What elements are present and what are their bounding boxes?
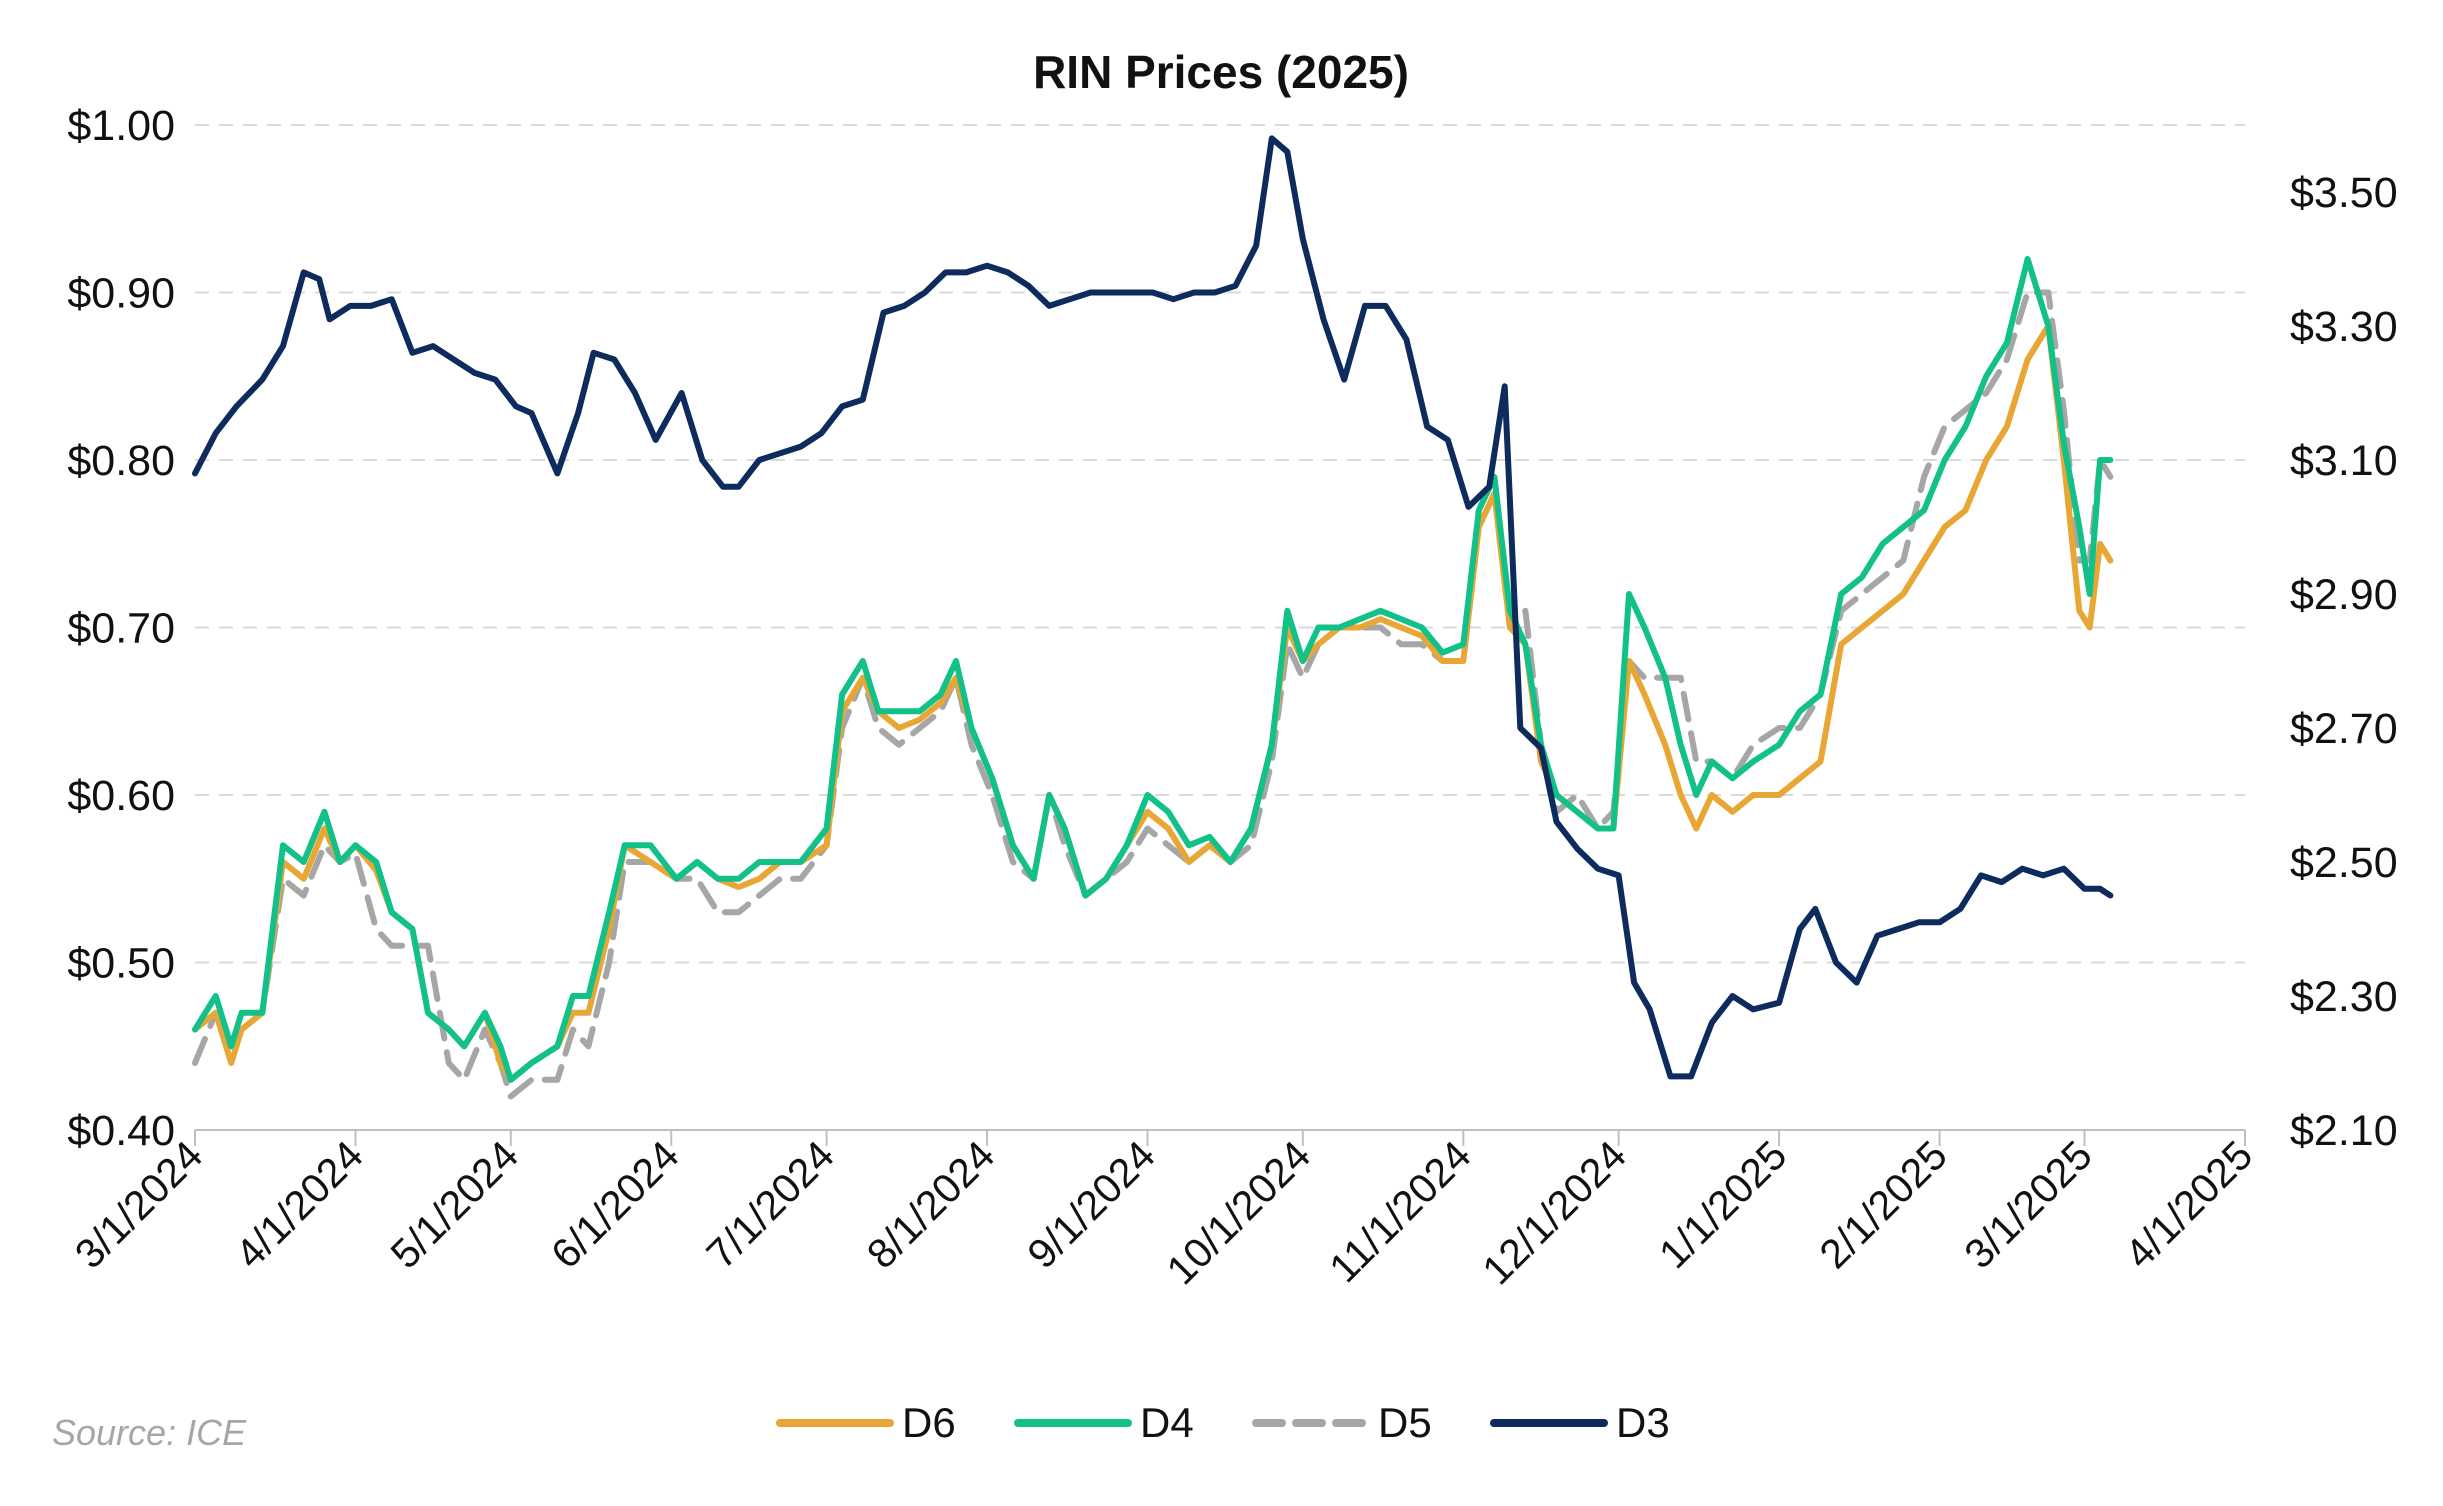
- right-y-tick-label: $2.30: [2290, 973, 2398, 1021]
- x-tick-label: 4/1/2024: [226, 1132, 371, 1277]
- x-tick-label: 12/1/2024: [1473, 1132, 1635, 1294]
- right-y-axis-ticks: $3.50 $3.30 $3.10 $2.90 $2.70 $2.50 $2.30 $2.10: [2290, 169, 2398, 1155]
- x-tick-label: 7/1/2024: [698, 1132, 843, 1277]
- series-line-d6: [192, 323, 2114, 1083]
- left-y-tick-label: $0.70: [67, 605, 175, 653]
- x-tick-label: 3/1/2025: [1955, 1132, 2100, 1277]
- left-y-tick-label: $0.60: [67, 772, 175, 820]
- x-axis-ticks: 3/1/2024 4/1/2024 5/1/2024 6/1/2024 7/1/2024…: [66, 1130, 2261, 1293]
- right-y-tick-label: $3.10: [2290, 437, 2398, 485]
- right-y-tick-label: $2.70: [2290, 705, 2398, 753]
- chart-title: RIN Prices (2025): [1033, 46, 1409, 98]
- x-tick-label: 1/1/2025: [1650, 1132, 1795, 1277]
- left-y-tick-label: $0.50: [67, 940, 175, 988]
- source-note: Source: ICE: [52, 1412, 247, 1453]
- x-tick-label: 5/1/2024: [382, 1132, 527, 1277]
- x-tick-label: 8/1/2024: [858, 1132, 1003, 1277]
- legend-label-d6: D6: [902, 1399, 956, 1446]
- x-tick-label: 4/1/2025: [2116, 1132, 2261, 1277]
- x-tick-label: 11/1/2024: [1320, 1132, 1479, 1291]
- x-tick-label: 9/1/2024: [1019, 1132, 1164, 1277]
- x-tick-label: 10/1/2024: [1158, 1132, 1320, 1294]
- right-y-tick-label: $2.50: [2290, 839, 2398, 887]
- x-tick-label: 2/1/2025: [1811, 1132, 1956, 1277]
- grid-lines: [195, 124, 2245, 964]
- left-y-tick-label: $0.80: [67, 437, 175, 485]
- left-y-tick-label: $1.00: [67, 102, 175, 150]
- legend-label-d5: D5: [1378, 1399, 1432, 1446]
- left-y-tick-label: $0.40: [67, 1107, 175, 1155]
- legend: D6 D4 D5 D3: [776, 1399, 1670, 1446]
- legend-label-d4: D4: [1140, 1399, 1194, 1446]
- right-y-tick-label: $2.90: [2290, 571, 2398, 619]
- left-y-axis-ticks: $1.00 $0.90 $0.80 $0.70 $0.60 $0.50 $0.40: [67, 102, 175, 1155]
- right-y-tick-label: $3.50: [2290, 169, 2398, 217]
- series-lines: [192, 135, 2114, 1100]
- right-y-tick-label: $2.10: [2290, 1107, 2398, 1155]
- left-y-tick-label: $0.90: [67, 270, 175, 318]
- series-line-d3: [192, 135, 2114, 1080]
- series-line-d4: [192, 256, 2114, 1083]
- legend-label-d3: D3: [1616, 1399, 1670, 1446]
- right-y-tick-label: $3.30: [2290, 303, 2398, 351]
- x-tick-label: 6/1/2024: [542, 1132, 687, 1277]
